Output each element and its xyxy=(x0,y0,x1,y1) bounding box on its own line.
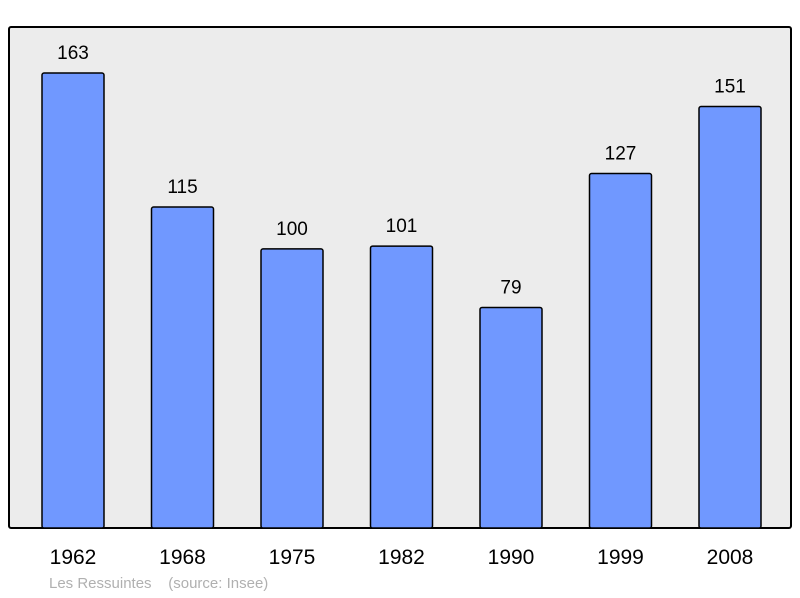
data-label-1968: 115 xyxy=(167,177,197,198)
x-tick-label-1975: 1975 xyxy=(269,546,316,569)
x-tick-label-1962: 1962 xyxy=(50,546,97,569)
footer-caption: Les Ressuintes (source: Insee) xyxy=(49,575,268,592)
data-label-1999: 127 xyxy=(605,144,637,165)
bar-2008 xyxy=(698,105,762,529)
bar-1975 xyxy=(260,248,324,529)
bar-1968 xyxy=(150,206,215,529)
data-label-1962: 163 xyxy=(57,43,89,64)
x-tick-label-1999: 1999 xyxy=(597,546,644,569)
bar-1999 xyxy=(588,172,653,529)
footer-place: Les Ressuintes xyxy=(49,575,152,592)
bar-1982 xyxy=(369,245,434,529)
x-tick-label-1982: 1982 xyxy=(378,546,425,569)
x-tick-label-2008: 2008 xyxy=(707,546,754,569)
footer-source: (source: Insee) xyxy=(168,575,269,592)
data-label-1982: 101 xyxy=(386,216,418,237)
bar-1990 xyxy=(479,306,543,529)
x-tick-label-1968: 1968 xyxy=(159,546,206,569)
bar-1962 xyxy=(41,72,105,529)
data-label-2008: 151 xyxy=(714,77,746,98)
data-label-1975: 100 xyxy=(276,219,308,240)
x-tick-label-1990: 1990 xyxy=(488,546,535,569)
data-label-1990: 79 xyxy=(500,278,521,299)
